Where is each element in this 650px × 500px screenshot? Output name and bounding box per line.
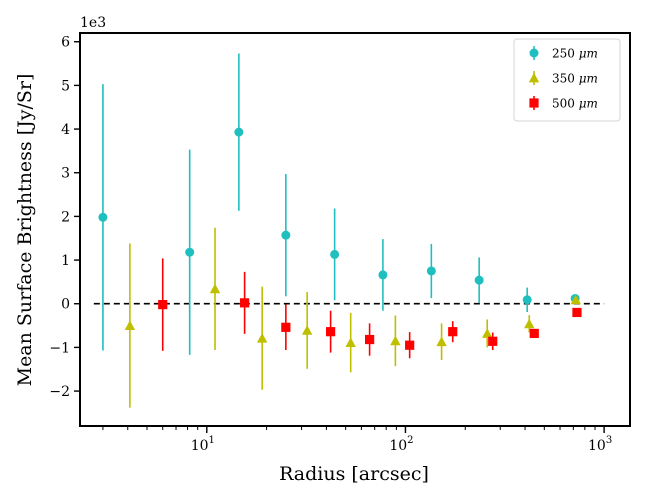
x-tick-exponent: 3: [606, 435, 612, 446]
data-point: [209, 283, 221, 294]
series-0: [98, 53, 580, 355]
legend-marker: [529, 48, 539, 58]
y-tick-label: 3: [61, 166, 70, 182]
legend-box: [513, 38, 621, 122]
legend-unit: μm: [579, 72, 598, 86]
data-point: [405, 340, 415, 350]
series-1: [124, 227, 581, 408]
data-point: [326, 327, 336, 337]
data-point: [281, 322, 291, 332]
x-tick-label: 103: [588, 435, 612, 454]
x-tick-label: 102: [389, 435, 413, 454]
y-tick-label: −1: [49, 340, 70, 356]
x-tick-exponent: 1: [209, 435, 215, 446]
y-tick-label: 5: [61, 78, 70, 94]
series-group: [98, 53, 582, 408]
data-point: [330, 249, 340, 259]
y-tick-label: 6: [61, 35, 70, 51]
data-point: [426, 266, 436, 276]
data-point: [529, 328, 539, 339]
plot-frame: [79, 32, 631, 427]
data-point: [448, 327, 458, 337]
legend-unit: μm: [579, 47, 598, 61]
y-tick-label: 0: [61, 297, 70, 313]
data-point: [570, 294, 581, 305]
legend-entry-label: 250 μm: [552, 47, 598, 61]
legend-unit: μm: [579, 97, 598, 111]
data-point: [185, 247, 195, 257]
y-axis-ticks: −2 −1 0 1 2 3 4 5 6: [49, 35, 80, 400]
legend-wavelength: 500: [552, 97, 579, 111]
y-tick-label: 4: [61, 122, 70, 138]
data-point: [572, 307, 582, 318]
data-point: [482, 328, 493, 338]
data-point: [436, 336, 447, 347]
x-tick-label: 101: [191, 435, 215, 454]
legend-entry-label: 500 μm: [552, 97, 598, 111]
data-point: [390, 335, 401, 346]
data-point: [524, 318, 535, 329]
legend-entry-label: 350 μm: [552, 72, 598, 86]
data-point: [522, 295, 532, 305]
data-point: [474, 275, 484, 285]
plot-area: [79, 32, 631, 427]
data-point: [158, 300, 168, 310]
legend-marker: [529, 98, 539, 108]
y-axis-scale-label: 1e3: [80, 15, 106, 31]
y-tick-label: 1: [61, 253, 70, 269]
data-point: [256, 333, 268, 343]
data-point: [281, 230, 291, 240]
legend-wavelength: 250: [552, 47, 579, 61]
x-axis-label: Radius [arcsec]: [279, 463, 429, 485]
data-point: [234, 127, 244, 137]
y-axis-label: Mean Surface Brightness [Jy/Sr]: [14, 74, 36, 387]
y-tick-label: −2: [49, 384, 70, 400]
x-tick-exponent: 2: [407, 435, 413, 446]
data-point: [240, 298, 250, 308]
data-point: [124, 320, 136, 330]
data-point: [488, 336, 498, 346]
data-point: [301, 325, 313, 335]
x-axis-ticks: 101 102 103: [102, 426, 612, 454]
data-point: [378, 270, 388, 280]
data-point: [98, 212, 108, 222]
series-2: [158, 258, 582, 359]
legend-wavelength: 350: [552, 72, 579, 86]
data-point: [365, 334, 375, 345]
data-point: [345, 337, 356, 348]
legend-marker: [528, 72, 540, 83]
y-tick-label: 2: [61, 209, 70, 225]
